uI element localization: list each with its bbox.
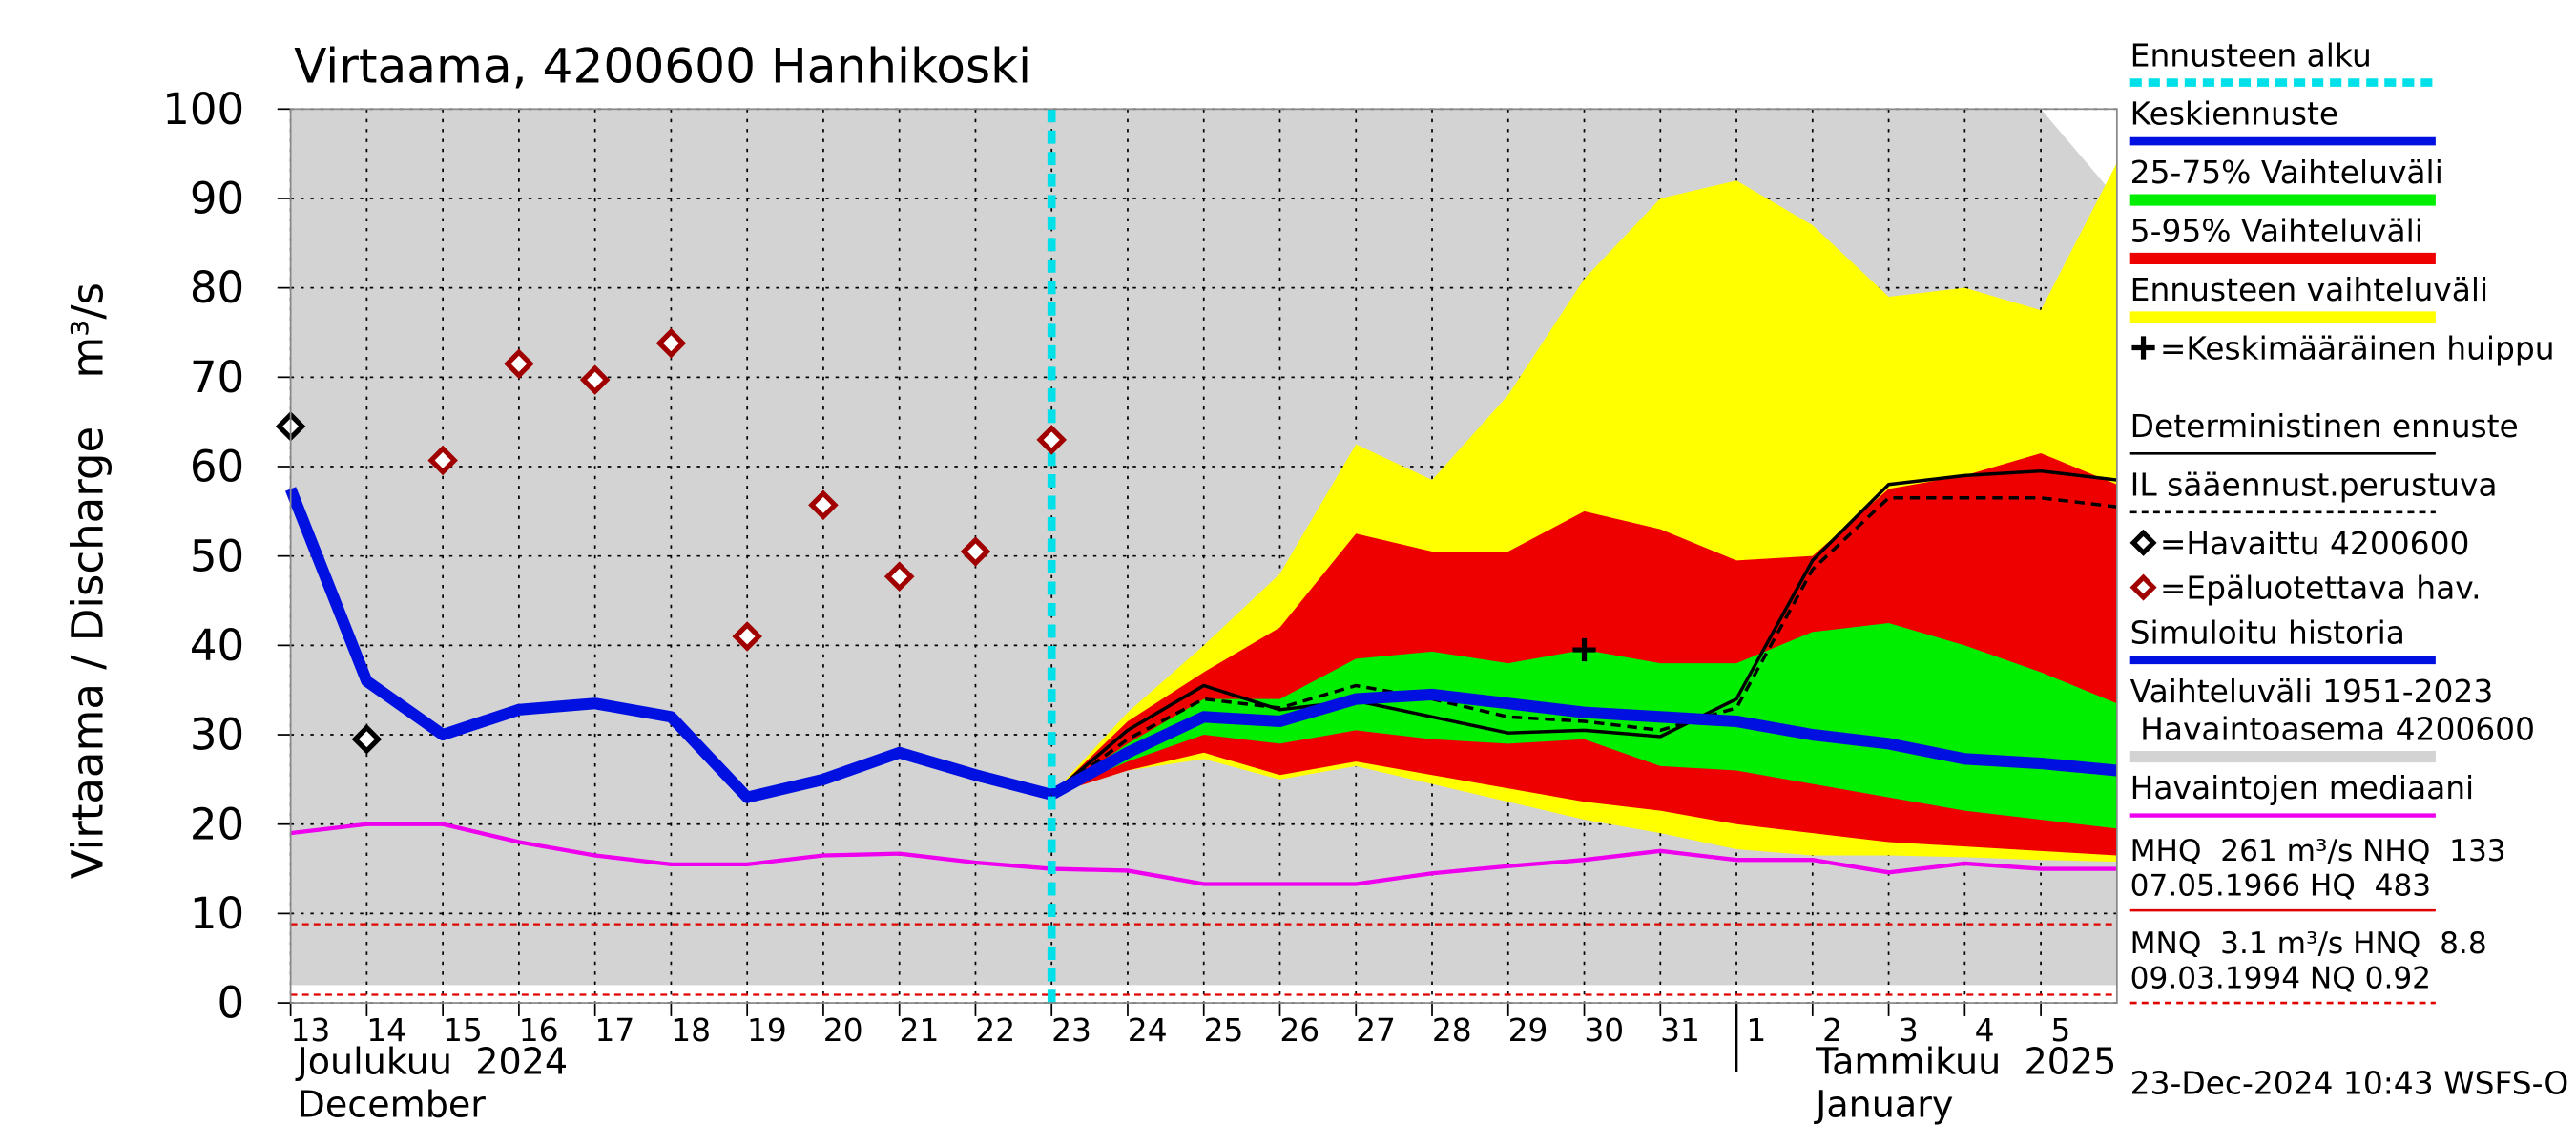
observation-marker (732, 621, 762, 652)
x-tick-label: 4 (1975, 1011, 1995, 1049)
x-tick-label: 22 (975, 1011, 1015, 1049)
x-tick-label: 26 (1279, 1011, 1319, 1049)
plot-frame (289, 108, 2118, 1004)
series-line (284, 487, 1053, 803)
x-tick-label: 2 (1822, 1011, 1842, 1049)
stats-text: MNQ 3.1 m³/s HNQ 8.8 (2130, 926, 2487, 961)
legend-symbol (2131, 336, 2155, 360)
legend-label: Havaintojen mediaani (2130, 769, 2475, 806)
y-tick-label: 20 (190, 799, 244, 849)
y-tick-label: 30 (190, 710, 244, 760)
y-axis-label: Virtaama / Discharge (62, 427, 113, 879)
y-tick-label: 40 (190, 620, 244, 671)
y-axis-unit: m³/s (62, 282, 113, 379)
legend-label: =Epäluotettava hav. (2160, 570, 2482, 607)
month-label: December (298, 1084, 487, 1126)
x-tick-label: 29 (1508, 1011, 1548, 1049)
observation-marker (960, 536, 991, 567)
x-tick-label: 28 (1432, 1011, 1472, 1049)
legend-label: Ennusteen vaihteluväli (2130, 271, 2488, 308)
x-tick-label: 30 (1584, 1011, 1624, 1049)
observation-marker (504, 348, 534, 380)
x-tick-label: 16 (519, 1011, 559, 1049)
y-tick-label: 10 (190, 888, 244, 939)
observation-marker (655, 327, 687, 359)
x-tick-label: 24 (1128, 1011, 1168, 1049)
x-tick-label: 21 (900, 1011, 940, 1049)
observation-marker (427, 445, 458, 476)
footer: 23-Dec-2024 10:43 WSFS-O (2130, 1064, 2569, 1101)
x-tick-label: 18 (671, 1011, 711, 1049)
x-tick-label: 23 (1051, 1011, 1091, 1049)
x-tick-label: 17 (595, 1011, 635, 1049)
series-line (1050, 468, 2118, 797)
y-tick-label: 0 (218, 978, 245, 1029)
legend-label: Keskiennuste (2130, 95, 2338, 133)
stats-text: 07.05.1966 HQ 483 (2130, 869, 2431, 904)
legend-label: Deterministinen ennuste (2130, 407, 2519, 445)
x-tick-label: 3 (1899, 1011, 1919, 1049)
y-tick-label: 50 (190, 531, 244, 581)
x-tick-label: 13 (290, 1011, 330, 1049)
legend-label: Vaihteluväli 1951-2023 (2130, 673, 2494, 710)
x-tick-label: 27 (1356, 1011, 1396, 1049)
legend-label: IL sääennust.perustuva (2130, 466, 2498, 503)
stats-text: 09.03.1994 NQ 0.92 (2130, 961, 2431, 995)
x-tick-label: 25 (1204, 1011, 1244, 1049)
legend-label: 5-95% Vaihteluväli (2130, 213, 2423, 250)
x-tick-label: 15 (443, 1011, 483, 1049)
observation-marker (883, 561, 915, 593)
y-tick-label: 60 (190, 442, 244, 492)
stats-text: MHQ 261 m³/s NHQ 133 (2130, 834, 2506, 868)
x-tick-label: 31 (1660, 1011, 1700, 1049)
chart-title: Virtaama, 4200600 Hanhikoski (294, 38, 1031, 94)
y-tick-label: 100 (162, 84, 244, 135)
observation-marker (1036, 425, 1067, 455)
y-tick-label: 90 (190, 174, 244, 224)
month-label: January (1814, 1084, 1953, 1126)
x-tick-label: 5 (2050, 1011, 2070, 1049)
month-label: Joulukuu 2024 (296, 1041, 569, 1083)
x-tick-label: 20 (823, 1011, 863, 1049)
legend-label: =Keskimääräinen huippu (2160, 330, 2555, 367)
y-tick-label: 80 (190, 262, 244, 313)
legend-label: Havaintoasema 4200600 (2130, 711, 2535, 748)
series-line (290, 822, 2117, 886)
legend-label: Ennusteen alku (2130, 36, 2372, 73)
month-label: Tammikuu 2025 (1815, 1041, 2116, 1083)
x-tick-label: 19 (747, 1011, 787, 1049)
peak-marker (1572, 637, 1596, 662)
observation-marker (808, 489, 839, 521)
legend-symbol (2129, 573, 2157, 601)
range-band (1051, 622, 2117, 829)
x-tick-label: 1 (1746, 1011, 1766, 1049)
x-tick-label: 14 (366, 1011, 406, 1049)
series-line (1050, 496, 2118, 797)
legend-label: Simuloitu historia (2130, 614, 2405, 651)
observation-marker (579, 364, 611, 395)
legend-symbol (2129, 529, 2157, 556)
legend-label: 25-75% Vaihteluväli (2130, 154, 2443, 191)
observation-marker (351, 723, 383, 755)
y-tick-label: 70 (190, 352, 244, 403)
series-line (1049, 688, 2118, 801)
legend-label: =Havaittu 4200600 (2160, 525, 2470, 562)
